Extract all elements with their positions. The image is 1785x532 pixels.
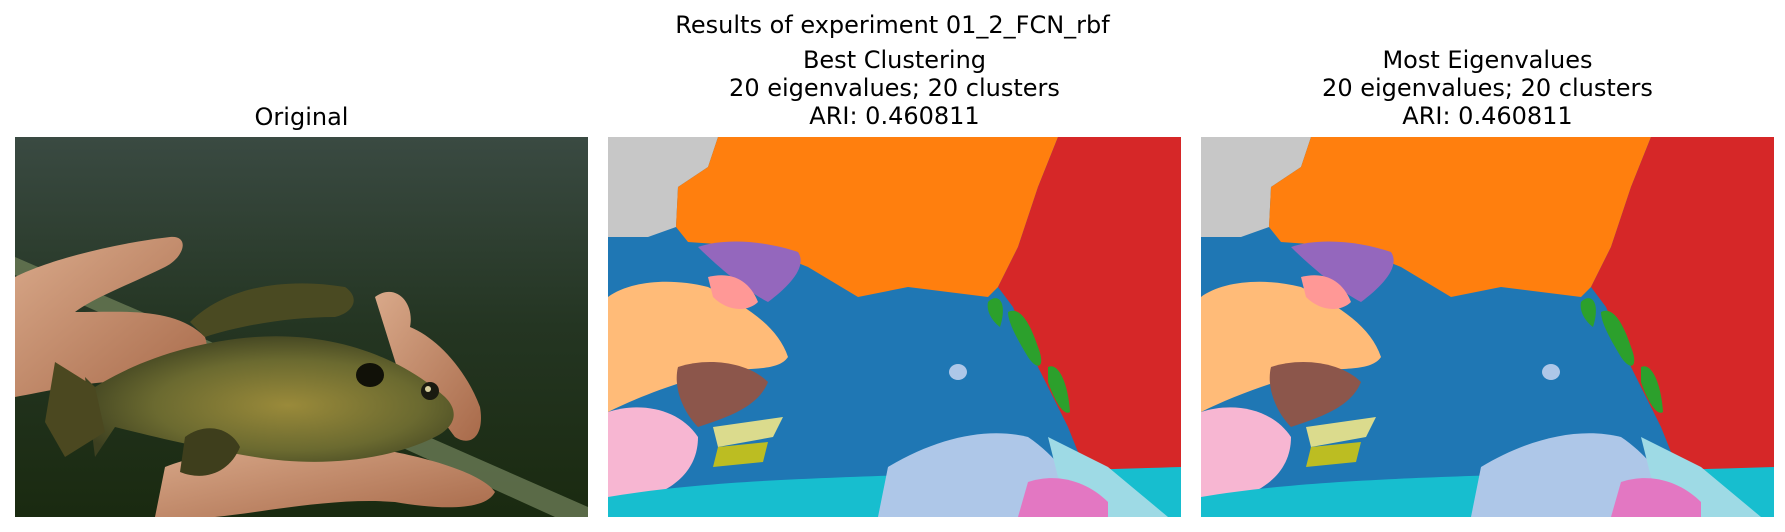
panel-title-best-clustering: Best Clustering 20 eigenvalues; 20 clust…: [608, 46, 1181, 130]
panel-title-line: ARI: 0.460811: [1402, 102, 1573, 130]
original-image: [15, 137, 588, 517]
panel-title-original: Original: [15, 103, 588, 131]
panel-title-line: 20 eigenvalues; 20 clusters: [729, 74, 1060, 102]
panel-title-line: ARI: 0.460811: [809, 102, 980, 130]
best-clustering-panel: [608, 137, 1181, 517]
most-eigenvalues-segmentation: [1201, 137, 1774, 517]
panel-title-line: Most Eigenvalues: [1382, 46, 1593, 74]
panel-title-most-eigenvalues: Most Eigenvalues 20 eigenvalues; 20 clus…: [1201, 46, 1774, 130]
panel-title-line: 20 eigenvalues; 20 clusters: [1322, 74, 1653, 102]
panel-title-line: Original: [254, 103, 349, 131]
figure-suptitle: Results of experiment 01_2_FCN_rbf: [675, 11, 1110, 39]
best-clustering-segmentation: [608, 137, 1181, 517]
most-eigenvalues-panel: [1201, 137, 1774, 517]
original-image-panel: [15, 137, 588, 517]
panel-title-line: Best Clustering: [802, 46, 987, 74]
